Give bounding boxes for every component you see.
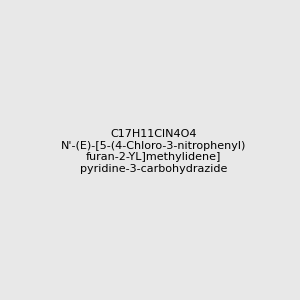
Text: C17H11ClN4O4
N'-(E)-[5-(4-Chloro-3-nitrophenyl)
furan-2-YL]methylidene]
pyridine: C17H11ClN4O4 N'-(E)-[5-(4-Chloro-3-nitro… (61, 129, 246, 174)
